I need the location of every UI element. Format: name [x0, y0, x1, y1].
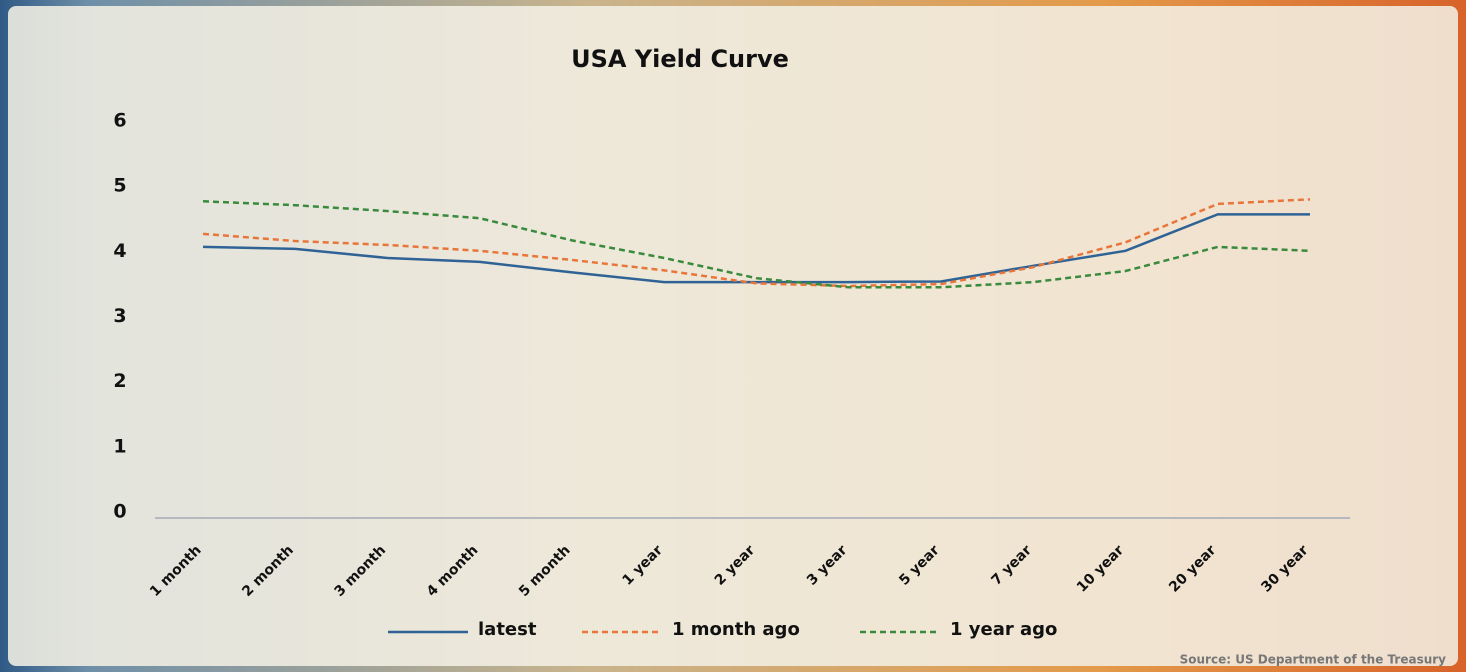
y-tick-label: 6: [113, 110, 126, 132]
legend-label: 1 year ago: [950, 619, 1057, 640]
y-tick-label: 4: [113, 240, 126, 262]
legend-label: latest: [478, 619, 537, 640]
series-line: [202, 200, 1311, 289]
series-line: [202, 198, 1311, 288]
y-tick-label: 5: [113, 175, 126, 197]
source: Source: US Department of the Treasury: [1180, 653, 1447, 667]
card: [8, 6, 1458, 666]
chart-title: USA Yield Curve: [571, 45, 789, 73]
series-line: [202, 213, 1310, 284]
y-tick-label: 0: [113, 501, 126, 523]
y-tick-label: 3: [113, 305, 126, 327]
y-tick-label: 2: [113, 370, 126, 392]
y-tick-label: 1: [113, 435, 126, 457]
legend-label: 1 month ago: [672, 619, 800, 640]
